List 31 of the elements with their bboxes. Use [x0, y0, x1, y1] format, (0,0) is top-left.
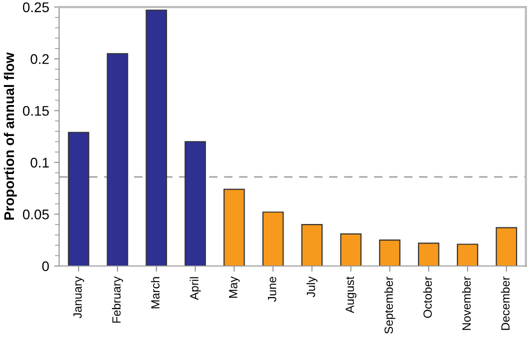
- x-tick-label: May: [229, 276, 240, 298]
- bar: [301, 224, 323, 266]
- bar: [68, 132, 90, 266]
- x-tick-label: March: [150, 277, 160, 308]
- x-tick-label: September: [384, 276, 396, 334]
- bar: [379, 240, 400, 266]
- y-tick-label: 0.15: [22, 106, 49, 116]
- x-tick-label: February: [112, 276, 123, 323]
- bar: [106, 53, 128, 266]
- x-tick-label: December: [500, 276, 510, 330]
- x-tick-label: July: [306, 276, 318, 298]
- bar: [340, 233, 362, 266]
- bar: [418, 242, 440, 266]
- bar: [146, 10, 168, 266]
- bar: [456, 244, 478, 266]
- y-tick-label: 0.25: [22, 2, 49, 12]
- x-tick-label: January: [74, 276, 84, 318]
- y-tick-label: 0.1: [30, 158, 49, 168]
- y-tick-label: 0: [42, 261, 49, 272]
- x-tick-label: October: [423, 276, 432, 318]
- y-axis-title: Proportion of annual flow: [4, 52, 17, 220]
- bar: [262, 212, 284, 266]
- x-tick-label: August: [346, 276, 356, 314]
- bar: [496, 227, 518, 266]
- x-tick-label: April: [190, 277, 201, 300]
- bar: [224, 188, 245, 266]
- y-tick-label: 0.2: [30, 54, 49, 64]
- bar: [184, 141, 206, 266]
- x-tick-label: June: [268, 276, 276, 302]
- x-tick-label: November: [462, 276, 471, 330]
- y-tick-label: 0.05: [22, 210, 49, 220]
